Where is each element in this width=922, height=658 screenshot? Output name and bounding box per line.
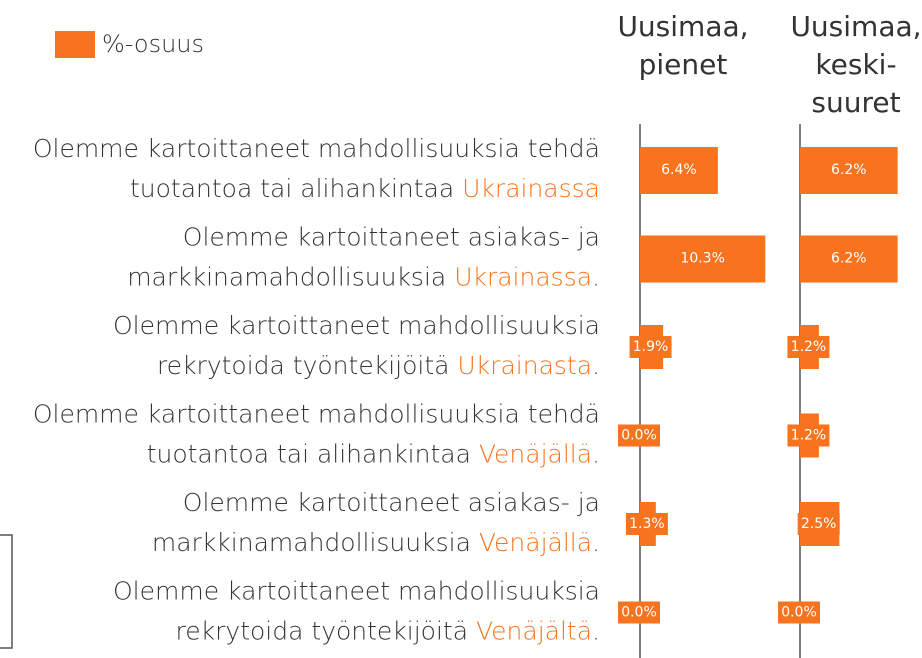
panel-title: Uusimaa, (617, 10, 748, 43)
value-label-bg (618, 601, 660, 624)
category-highlight: Ukrainassa (454, 263, 592, 292)
value-label-bg (778, 601, 820, 624)
legend-label: %-osuus (102, 30, 204, 58)
bar (800, 235, 898, 283)
panel-title: pienet (639, 48, 728, 81)
value-label: 2.5% (801, 516, 837, 532)
value-label: 0.0% (621, 605, 657, 621)
category-end: . (592, 440, 600, 469)
panel-title: suuret (811, 86, 900, 119)
category-text: markkinamahdollisuuksia (152, 528, 471, 557)
category-highlight: Venäjällä (479, 440, 592, 469)
category-label: Olemme kartoittaneet mahdollisuuksia (113, 577, 600, 606)
category-label: tuotantoa tai alihankintaa Ukrainassa (130, 174, 600, 203)
category-label: Olemme kartoittaneet mahdollisuuksia teh… (33, 134, 600, 163)
value-label: 6.2% (831, 162, 867, 178)
category-end: . (592, 263, 600, 292)
value-label-bg (618, 424, 660, 447)
category-text: markkinamahdollisuuksia (127, 263, 446, 292)
category-text: tuotantoa tai alihankintaa (147, 440, 471, 469)
category-end: . (592, 617, 600, 646)
category-end: . (592, 528, 600, 557)
category-label: Olemme kartoittaneet mahdollisuuksia (113, 311, 600, 340)
value-label: 6.2% (831, 251, 867, 267)
panel-title: keski- (815, 48, 896, 81)
value-label: 6.4% (661, 162, 697, 178)
bar (800, 147, 898, 194)
value-label: 1.9% (633, 339, 669, 355)
value-label-bg (787, 424, 830, 447)
category-highlight: Ukrainassa (462, 174, 600, 203)
category-label: markkinamahdollisuuksia Ukrainassa. (127, 263, 600, 292)
value-label: 1.3% (629, 516, 665, 532)
panel-title: Uusimaa, (790, 10, 921, 43)
value-label: 0.0% (781, 605, 817, 621)
legend-swatch (55, 31, 95, 58)
value-label-bg (629, 336, 672, 358)
category-label: Olemme kartoittaneet asiakas- ja (183, 223, 600, 252)
category-label: Olemme kartoittaneet asiakas- ja (183, 488, 600, 517)
category-highlight: Venäjällä (479, 528, 592, 557)
value-label-bg (797, 513, 840, 535)
value-label-bg (625, 513, 668, 535)
category-label: Olemme kartoittaneet mahdollisuuksia teh… (33, 400, 600, 429)
category-text: rekrytoida työntekijöitä (157, 351, 450, 380)
bar (640, 147, 718, 194)
category-highlight: Ukrainasta (457, 351, 592, 380)
category-label: rekrytoida työntekijöitä Ukrainasta. (157, 351, 600, 380)
frame-fragment (0, 534, 13, 649)
value-label: 10.3% (680, 251, 724, 267)
category-end: . (592, 351, 600, 380)
value-label: 0.0% (621, 428, 657, 444)
value-label: 1.2% (791, 428, 827, 444)
category-label: rekrytoida työntekijöitä Venäjältä. (176, 617, 600, 646)
category-label: tuotantoa tai alihankintaa Venäjällä. (147, 440, 600, 469)
category-text: tuotantoa tai alihankintaa (130, 174, 454, 203)
category-highlight: Venäjältä (476, 617, 592, 646)
value-label-bg (787, 336, 830, 358)
category-text: rekrytoida työntekijöitä (176, 617, 469, 646)
category-label: markkinamahdollisuuksia Venäjällä. (152, 528, 600, 557)
bar (640, 235, 766, 283)
value-label: 1.2% (791, 339, 827, 355)
